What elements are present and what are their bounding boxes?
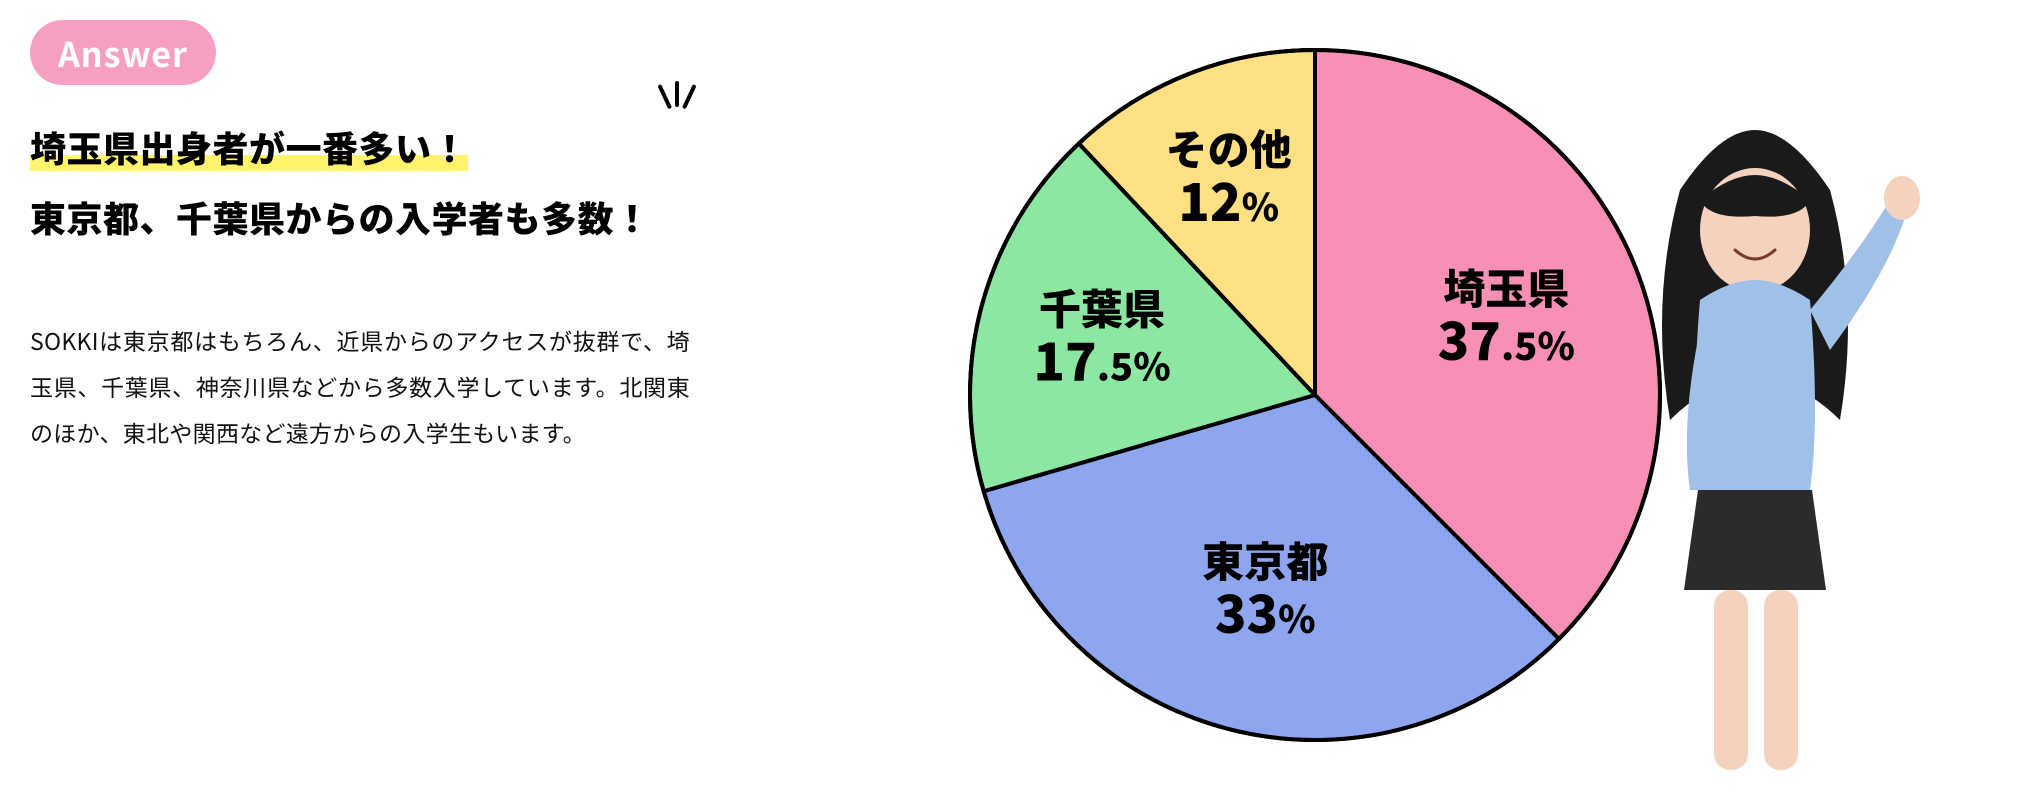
headline-block: 埼玉県出身者が一番多い！ 東京都、千葉県からの入学者も多数！ <box>30 121 651 243</box>
headline-highlight: 埼玉県出身者が一番多い！ <box>30 121 468 173</box>
pie-chart-wrap: 埼玉県37.5%東京都33%千葉県17.5%その他12% <box>950 20 1690 780</box>
right-column: 埼玉県37.5%東京都33%千葉県17.5%その他12% <box>690 20 1995 780</box>
pie-chart: 埼玉県37.5%東京都33%千葉県17.5%その他12% <box>950 20 1690 780</box>
left-column: Answer 埼玉県出身者が一番多い！ 東京都、千葉県からの入学者も多数！ SO… <box>30 20 690 780</box>
page-container: Answer 埼玉県出身者が一番多い！ 東京都、千葉県からの入学者も多数！ SO… <box>0 0 2025 800</box>
person-illustration <box>1590 120 1920 780</box>
headline-line-2: 東京都、千葉県からの入学者も多数！ <box>30 191 651 243</box>
headline-line-1: 埼玉県出身者が一番多い！ <box>30 121 468 173</box>
answer-badge: Answer <box>30 20 216 85</box>
body-paragraph: SOKKIは東京都はもちろん、近県からのアクセスが抜群で、埼玉県、千葉県、神奈川… <box>30 317 690 455</box>
